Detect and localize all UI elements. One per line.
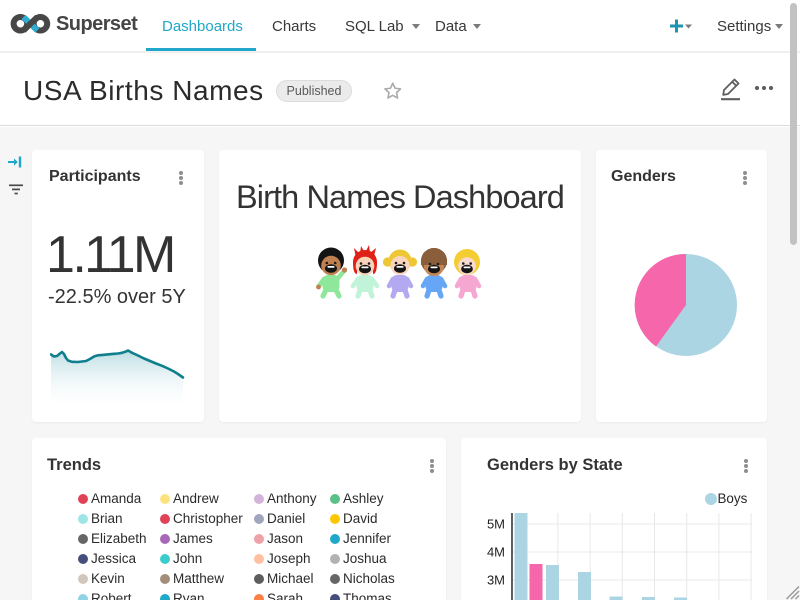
svg-text:3M: 3M: [487, 573, 505, 588]
svg-text:4M: 4M: [487, 545, 505, 560]
svg-text:5M: 5M: [487, 517, 505, 532]
